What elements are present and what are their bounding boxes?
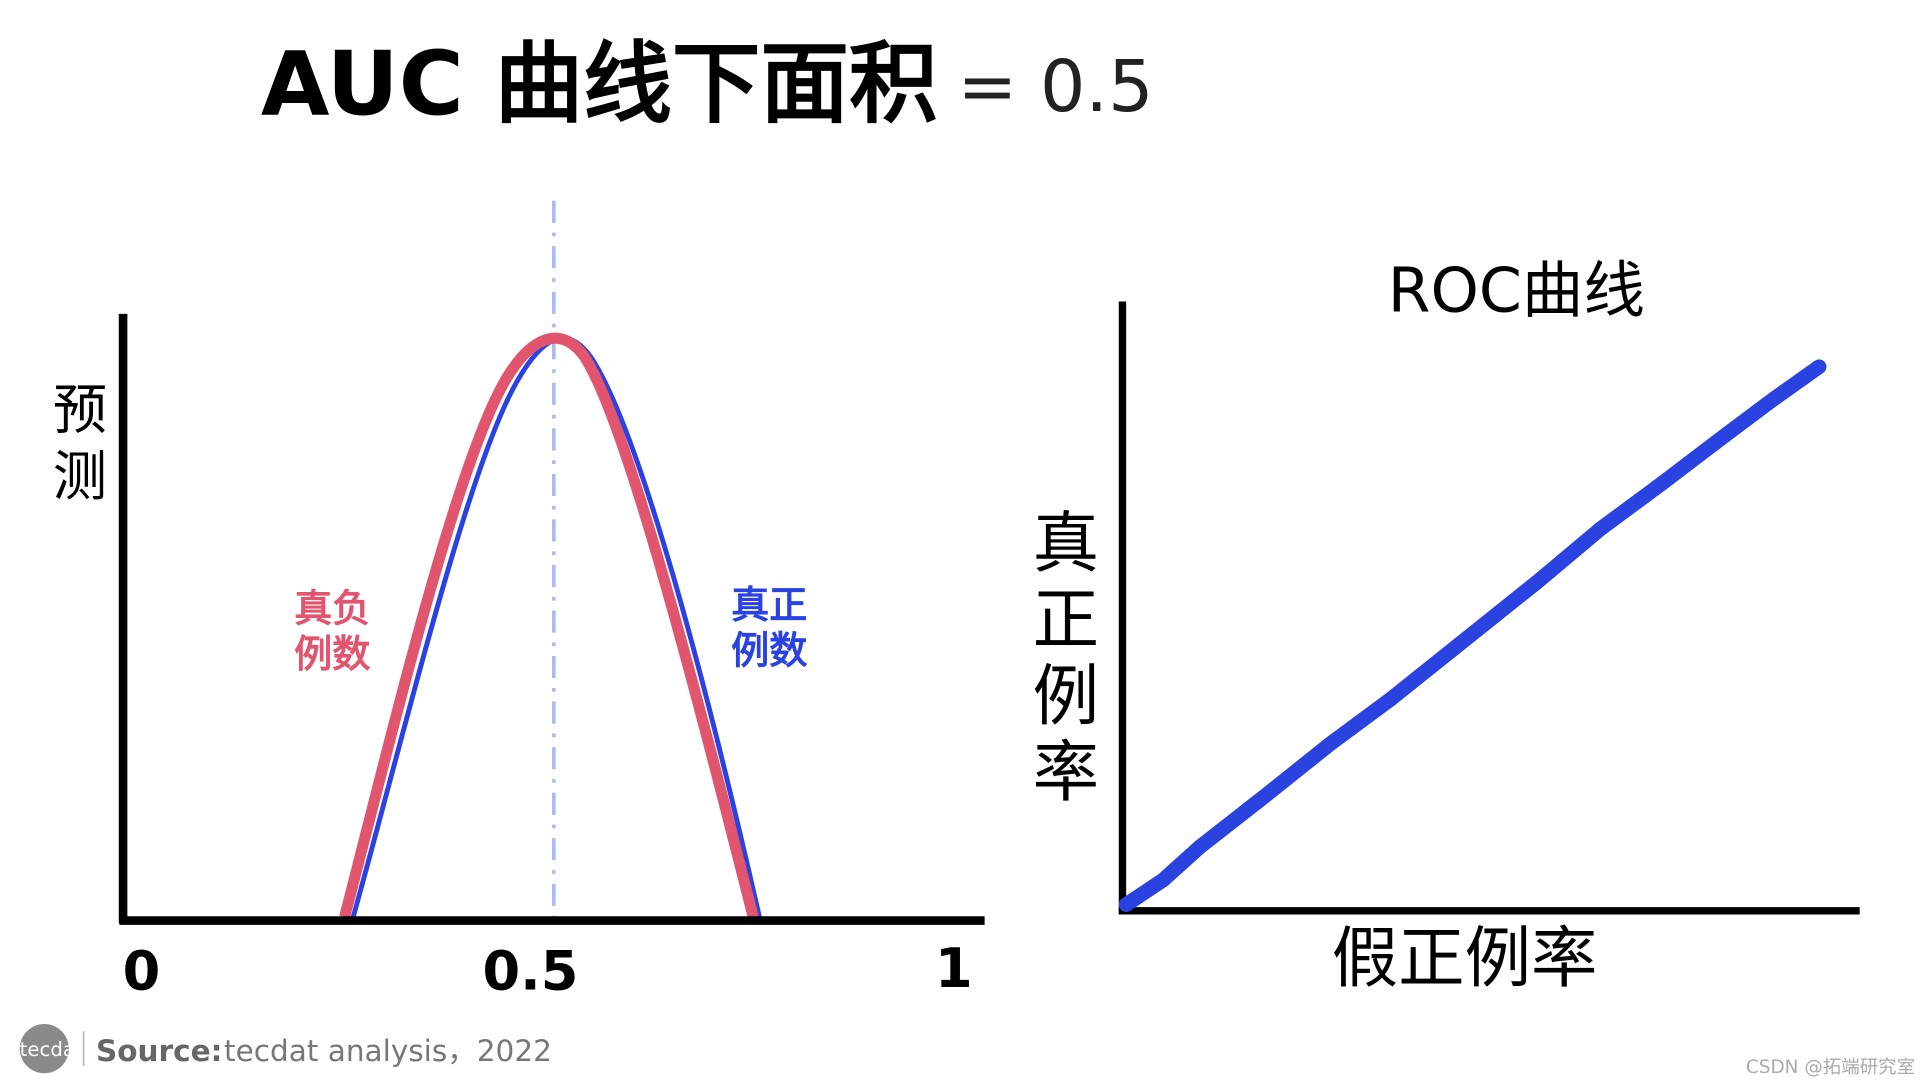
positive-label: 例数 xyxy=(731,628,808,672)
roc-title: ROC曲线 xyxy=(1388,254,1645,326)
positive-label: 真正 xyxy=(731,583,807,627)
negative-label: 例数 xyxy=(294,632,371,676)
roc-y-label-char: 例 xyxy=(1033,657,1099,735)
title-value: = 0.5 xyxy=(958,45,1154,128)
negative-curve xyxy=(339,332,759,919)
roc-line xyxy=(1118,359,1827,912)
negative-label: 真负 xyxy=(294,587,370,631)
logo-text: tecdat xyxy=(20,1038,83,1061)
title-main: AUC 曲线下面积 xyxy=(261,32,938,135)
roc-y-label-char: 正 xyxy=(1033,580,1099,658)
y-label-char: 测 xyxy=(53,445,107,508)
logo-badge xyxy=(19,1024,69,1074)
x-tick-label: 1 xyxy=(935,937,973,1000)
x-tick-label: 0.5 xyxy=(483,940,579,1003)
watermark: CSDN @拓端研究室 xyxy=(1746,1057,1915,1078)
source-text: tecdat analysis，2022 xyxy=(224,1034,552,1068)
x-tick-label: 0 xyxy=(123,940,161,1003)
y-label-char: 预 xyxy=(53,378,107,441)
roc-x-label: 假正例率 xyxy=(1332,919,1598,997)
roc-y-label-char: 真 xyxy=(1033,504,1099,582)
source-label: Source: xyxy=(96,1034,222,1068)
roc-y-label-char: 率 xyxy=(1033,733,1099,811)
